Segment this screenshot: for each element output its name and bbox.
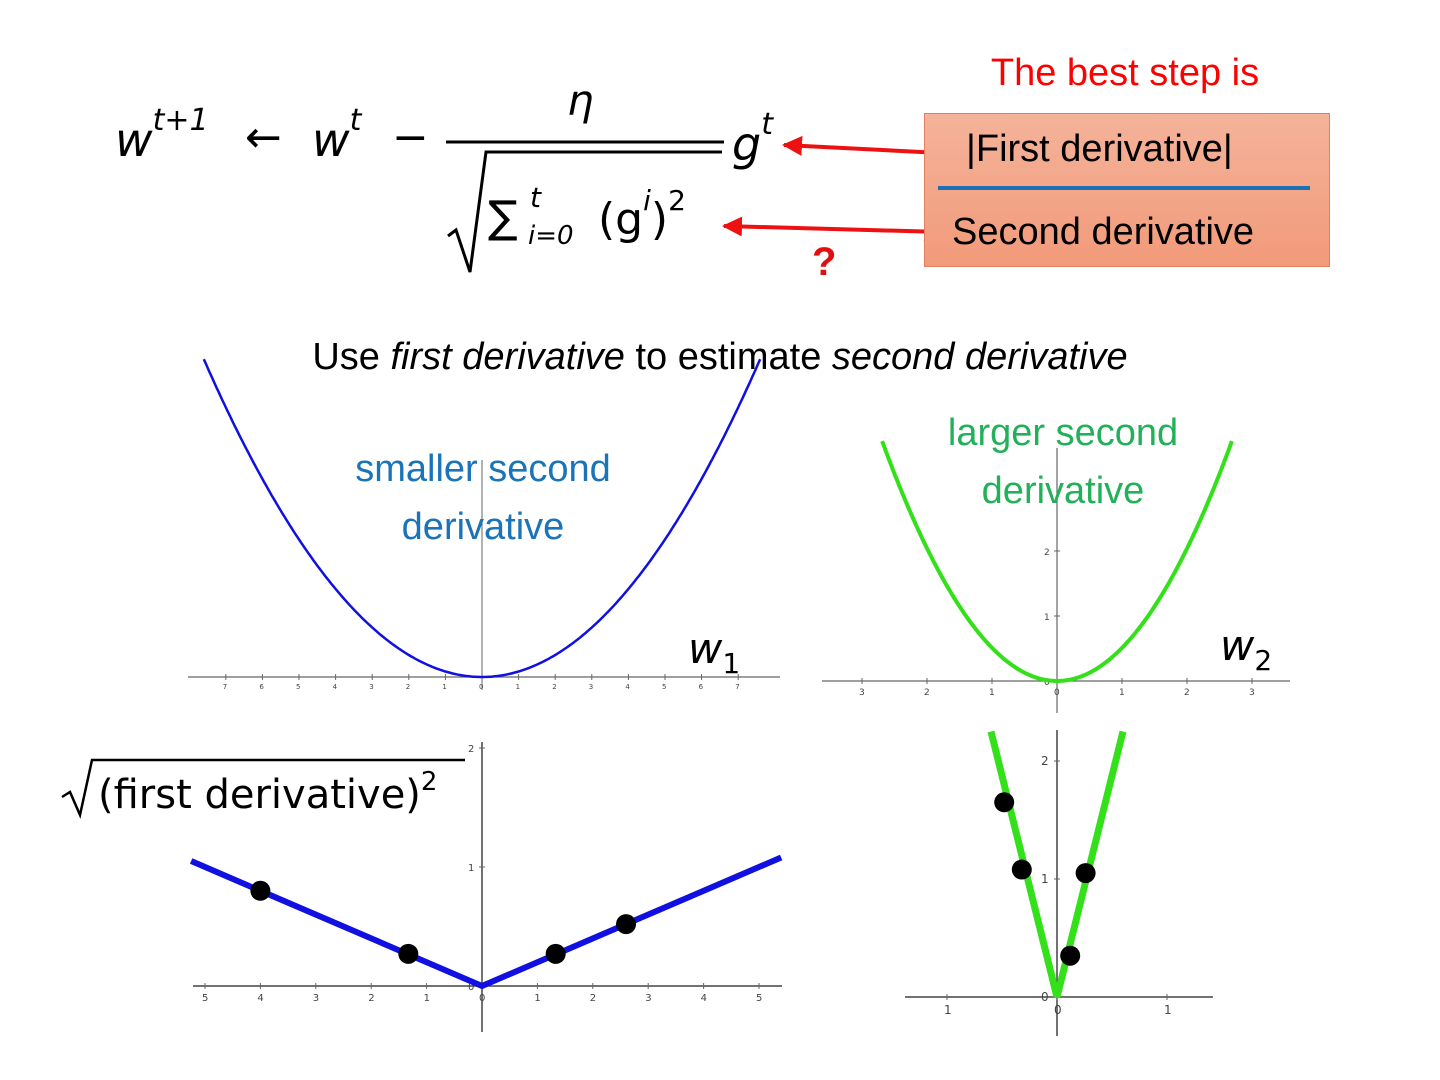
label-line: derivative xyxy=(401,506,565,548)
x-tick-label: 4 xyxy=(625,683,630,691)
y-tick-label: 0 xyxy=(468,982,474,993)
chart-w2: 3 2 1 0 1 2 3 0 1 2 w2 xyxy=(822,440,1290,713)
arrow-sum-to-second xyxy=(722,216,944,242)
w1-label: w1 xyxy=(688,624,740,680)
x-tick-label: 1 xyxy=(1119,688,1125,698)
sqrt-text: (first derivative)2 xyxy=(98,767,437,818)
x-tick-label: 1 xyxy=(442,683,446,691)
chart-w2-derivative: 1 0 1 0 1 2 xyxy=(905,730,1213,1036)
formula-arrow: ← xyxy=(245,112,282,163)
x-tick-label: 0 xyxy=(479,683,483,691)
x-tick-label: 0 xyxy=(1054,688,1060,698)
y-tick-label: 2 xyxy=(1041,754,1049,768)
subtitle-first-derivative: first derivative xyxy=(390,336,625,378)
sum-upper: t xyxy=(530,181,542,214)
sample-point xyxy=(1060,945,1081,966)
label-line: larger second xyxy=(947,412,1179,454)
x-tick-label: 7 xyxy=(735,683,739,691)
sqrt-first-derivative-label: (first derivative)2 xyxy=(61,758,465,820)
x-tick-label: 4 xyxy=(701,993,707,1004)
update-formula: wt+1 ← wt − η ∑ t i=0 (gi)2 gt xyxy=(115,76,962,273)
x-tick-label: 6 xyxy=(699,683,704,691)
x-tick-label: 3 xyxy=(589,683,593,691)
x-tick-label: 2 xyxy=(368,993,374,1004)
x-tick-label: 2 xyxy=(406,683,410,691)
sum-lower: i=0 xyxy=(528,221,574,251)
subtitle: Use first derivative to estimate second … xyxy=(0,336,1440,379)
sqrt-sign xyxy=(61,758,465,820)
y-tick-label: 1 xyxy=(1044,613,1050,623)
subtitle-part: Use xyxy=(312,336,391,378)
x-tick-label: 6 xyxy=(259,683,264,691)
y-tick-label: 1 xyxy=(1041,872,1049,886)
smaller-second-derivative-label: smaller second derivative xyxy=(325,440,641,556)
sum-sigma: ∑ xyxy=(488,192,518,243)
sample-point xyxy=(545,943,566,964)
chart-w1-derivative: 5 4 3 2 1 0 1 2 3 4 5 0 1 2 xyxy=(189,742,783,1032)
label-line: derivative xyxy=(981,470,1145,512)
x-tick-label: 1 xyxy=(989,688,995,698)
x-tick-label: 3 xyxy=(1249,688,1255,698)
sample-point xyxy=(398,943,419,964)
formula-w: wt xyxy=(312,103,363,167)
w2-label: w2 xyxy=(1220,621,1272,677)
sqrt-sign xyxy=(447,150,722,273)
formula-g: gt xyxy=(732,107,774,171)
y-tick-label: 2 xyxy=(1044,548,1050,558)
x-tick-label: 0 xyxy=(479,993,485,1004)
x-tick-label: 5 xyxy=(202,993,208,1004)
w2-derivative-curve xyxy=(987,730,1127,998)
x-tick-label: 1 xyxy=(424,993,430,1004)
x-tick-label: 1 xyxy=(534,993,540,1004)
x-tick-label: 2 xyxy=(590,993,596,1004)
w1-curve xyxy=(202,358,762,679)
formula-minus: − xyxy=(392,112,429,163)
x-tick-label: 3 xyxy=(313,993,319,1004)
subtitle-second-derivative: second derivative xyxy=(831,336,1128,378)
sample-point xyxy=(250,880,271,901)
w1-derivative-curve xyxy=(189,854,783,990)
x-tick-label: 0 xyxy=(1054,1003,1062,1017)
subtitle-part: to estimate xyxy=(624,336,832,378)
formula-eta: η xyxy=(567,76,594,125)
question-mark: ? xyxy=(812,240,837,284)
w2-curve xyxy=(880,440,1234,683)
x-tick-label: 1 xyxy=(516,683,520,691)
larger-second-derivative-label: larger second derivative xyxy=(918,404,1208,520)
x-tick-label: 2 xyxy=(552,683,556,691)
sample-point xyxy=(1075,863,1096,884)
x-tick-label: 5 xyxy=(756,993,762,1004)
best-step-title: The best step is xyxy=(990,52,1260,94)
x-tick-label: 2 xyxy=(924,688,930,698)
sum-body: (gi)2 xyxy=(598,184,686,245)
first-derivative-label: |First derivative| xyxy=(966,128,1233,170)
x-tick-label: 4 xyxy=(333,683,338,691)
x-tick-label: 3 xyxy=(645,993,651,1004)
x-tick-label: 2 xyxy=(1184,688,1190,698)
x-tick-label: 1 xyxy=(1164,1003,1172,1017)
y-tick-label: 0 xyxy=(1041,990,1049,1004)
y-tick-label: 0 xyxy=(1044,678,1050,688)
fraction-divider xyxy=(938,186,1310,190)
second-derivative-label: Second derivative xyxy=(952,211,1255,253)
sample-point xyxy=(616,914,637,935)
x-tick-label: 5 xyxy=(296,683,300,691)
x-tick-label: 7 xyxy=(223,683,227,691)
x-tick-label: 3 xyxy=(369,683,373,691)
x-tick-label: 5 xyxy=(662,683,666,691)
chart-w1: 7 6 5 4 3 2 1 0 1 2 3 4 5 6 7 w1 xyxy=(188,358,780,691)
x-tick-label: 1 xyxy=(944,1003,952,1017)
formula-lhs: wt+1 xyxy=(115,103,209,167)
sample-point xyxy=(994,792,1015,813)
y-tick-label: 2 xyxy=(468,744,474,755)
label-line: smaller second xyxy=(355,448,611,490)
best-step-box xyxy=(924,113,1330,267)
x-tick-label: 4 xyxy=(257,993,263,1004)
sample-point xyxy=(1011,859,1032,880)
y-tick-label: 1 xyxy=(468,863,474,874)
x-tick-label: 3 xyxy=(859,688,865,698)
